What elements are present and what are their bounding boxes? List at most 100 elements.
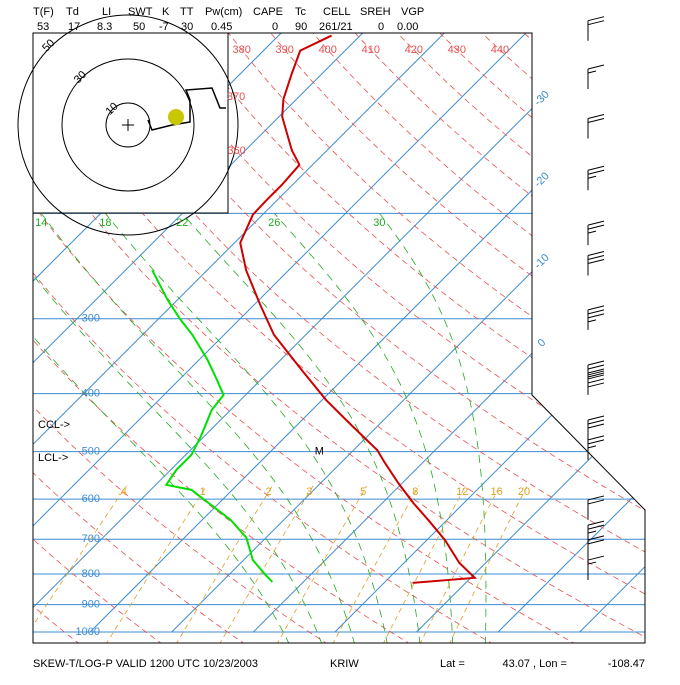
y-tick-label: 600 bbox=[82, 493, 100, 505]
isotherm-label: -10 bbox=[532, 252, 552, 272]
barb-flag bbox=[587, 305, 605, 311]
y-tick-label: 700 bbox=[82, 533, 100, 545]
dry-adiabat bbox=[33, 33, 645, 643]
y-tick-label: 900 bbox=[82, 598, 100, 610]
mixing-ratio-line bbox=[175, 485, 273, 643]
lat-value: 43.07 bbox=[502, 658, 530, 670]
barb-flag bbox=[587, 374, 605, 380]
moist-adiabat-label: 18 bbox=[99, 217, 111, 229]
isotherm-label: -20 bbox=[532, 170, 552, 190]
header-label: VGP bbox=[401, 6, 424, 18]
moist-adiabat bbox=[33, 213, 290, 643]
moist-adiabat bbox=[33, 213, 323, 643]
y-tick-label: 500 bbox=[82, 446, 100, 458]
header-value: 0.00 bbox=[397, 21, 418, 33]
barb-flag bbox=[587, 360, 605, 366]
barb-flag bbox=[587, 309, 605, 315]
header-label: CELL bbox=[323, 6, 351, 18]
header-label: SREH bbox=[360, 6, 391, 18]
isotherm bbox=[252, 33, 645, 633]
barb-flag bbox=[587, 113, 605, 119]
dry-adiabat-label: 410 bbox=[362, 44, 380, 56]
barb-flag bbox=[587, 561, 597, 565]
mixing-ratio-line bbox=[105, 485, 208, 643]
dry-adiabat bbox=[651, 33, 680, 645]
isotherm bbox=[33, 33, 608, 633]
barb-flag bbox=[587, 364, 605, 370]
mixing-ratio-line bbox=[448, 485, 528, 643]
dry-adiabat-label: 360 bbox=[227, 145, 245, 157]
barb-flag bbox=[587, 382, 605, 388]
moist-adiabat bbox=[379, 213, 487, 643]
header-value: 0 bbox=[272, 21, 278, 33]
header-label: SWT bbox=[128, 6, 153, 18]
wind-barb bbox=[587, 415, 605, 440]
barb-flag bbox=[587, 495, 605, 501]
dry-adiabat bbox=[33, 33, 495, 643]
wind-barb bbox=[587, 305, 605, 330]
plot-frame bbox=[32, 32, 646, 644]
header-value: 53 bbox=[37, 21, 49, 33]
sounding-line bbox=[151, 269, 274, 583]
lat-label: Lat = bbox=[440, 658, 465, 670]
header-value: -7 bbox=[159, 21, 169, 33]
mixing-ratio-label: 20 bbox=[518, 486, 530, 498]
barb-flag bbox=[587, 64, 605, 70]
lon-value: -108.47 bbox=[608, 658, 645, 670]
dry-adiabat-label: 390 bbox=[276, 44, 294, 56]
wind-barb bbox=[587, 555, 605, 581]
sounding-line bbox=[239, 34, 478, 584]
barb-flag bbox=[587, 70, 597, 74]
barb-flag bbox=[587, 230, 597, 234]
barb-flag bbox=[587, 435, 605, 441]
dry-adiabat bbox=[59, 33, 645, 643]
barb-flag bbox=[587, 117, 605, 123]
header-value: 8.3 bbox=[97, 21, 112, 33]
annotation: M bbox=[315, 446, 324, 458]
header-label: Pw(cm) bbox=[205, 6, 242, 18]
barb-flag bbox=[587, 439, 605, 445]
barb-flag bbox=[587, 419, 605, 425]
header-value: 30 bbox=[181, 21, 193, 33]
barb-flag bbox=[587, 370, 605, 376]
wind-barb bbox=[587, 435, 605, 460]
moist-adiabat-label: 30 bbox=[373, 217, 385, 229]
lon-label: , Lon = bbox=[533, 658, 567, 670]
wind-barb bbox=[587, 165, 605, 191]
header-label: TT bbox=[180, 6, 194, 18]
header-value: 0.45 bbox=[211, 21, 232, 33]
barb-flag bbox=[587, 259, 605, 264]
dry-adiabat bbox=[33, 33, 412, 643]
isotherm bbox=[33, 33, 364, 633]
wind-barb bbox=[587, 370, 605, 395]
wind-barb bbox=[587, 220, 605, 246]
moist-adiabat bbox=[181, 213, 421, 643]
dry-adiabat bbox=[143, 33, 645, 643]
mixing-ratio-line bbox=[419, 485, 501, 643]
footer-station: KRIW bbox=[330, 658, 359, 670]
barb-flag bbox=[587, 535, 605, 541]
mixing-ratio-label: 1 bbox=[200, 486, 206, 498]
mixing-ratio-line bbox=[33, 485, 127, 643]
wind-barb bbox=[587, 535, 605, 560]
barb-flag bbox=[587, 368, 605, 374]
footer-title: SKEW-T/LOG-P VALID 1200 UTC 10/23/2003 bbox=[33, 658, 258, 670]
mixing-ratio-label: 16 bbox=[491, 486, 503, 498]
header-value: 50 bbox=[133, 21, 145, 33]
wind-barb bbox=[587, 113, 605, 139]
dry-adiabat bbox=[33, 33, 578, 643]
dry-adiabat bbox=[354, 33, 645, 643]
header-label: LI bbox=[102, 6, 111, 18]
header-label: K bbox=[162, 6, 170, 18]
barb-flag bbox=[587, 415, 605, 421]
dry-adiabat bbox=[33, 33, 645, 643]
hodograph-trace bbox=[147, 87, 226, 131]
dry-adiabat-label: 430 bbox=[448, 44, 466, 56]
header-value: 0 bbox=[378, 21, 384, 33]
header-value: 90 bbox=[295, 21, 307, 33]
isotherm-label: 0 bbox=[536, 337, 549, 350]
mixing-ratio-label: 3 bbox=[306, 486, 312, 498]
y-tick-label: 300 bbox=[82, 313, 100, 325]
barb-flag bbox=[587, 20, 605, 26]
mixing-ratio-label: 8 bbox=[412, 486, 418, 498]
